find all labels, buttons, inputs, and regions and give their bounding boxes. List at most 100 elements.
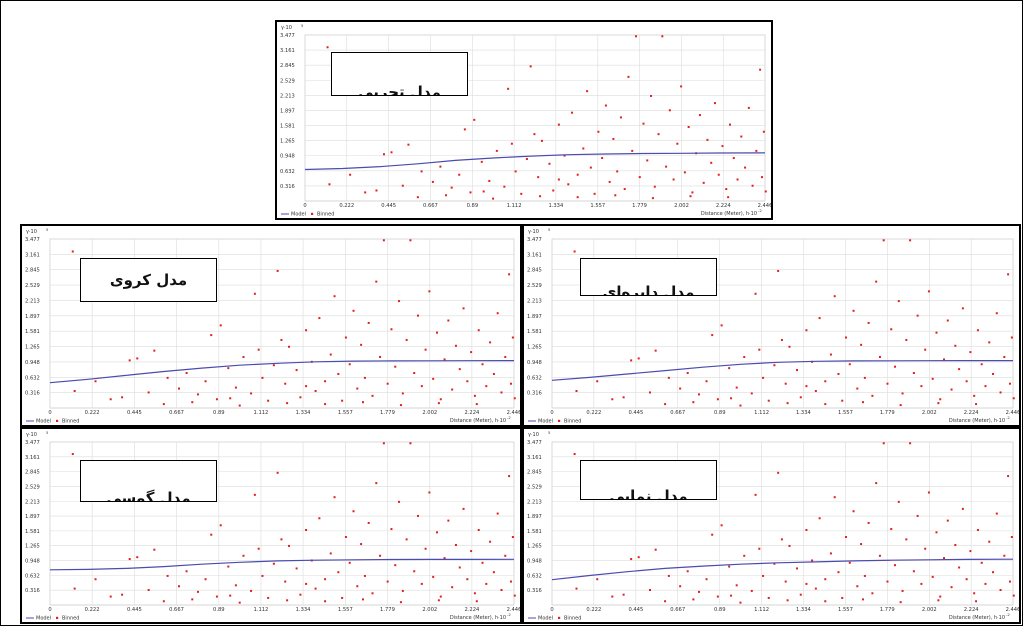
data-point (428, 491, 431, 494)
data-point (604, 104, 607, 107)
y-tick-label: 0.948 (527, 360, 542, 366)
data-point (509, 580, 512, 583)
data-point (837, 372, 840, 375)
data-point (728, 565, 731, 568)
data-point (394, 564, 397, 567)
y-tick-label: 1.581 (25, 329, 40, 335)
data-point (586, 90, 589, 93)
data-point (520, 192, 523, 195)
data-point (470, 351, 473, 354)
x-tick-label: 0.445 (127, 607, 142, 613)
legend-label: Model (36, 616, 51, 622)
data-point (711, 334, 714, 337)
y-tick-label: 3.477 (527, 440, 542, 446)
data-point (439, 595, 442, 598)
y-tick-label: 3.161 (527, 252, 542, 258)
data-point (399, 601, 402, 604)
data-point (73, 587, 76, 590)
x-tick-label: 1.779 (880, 410, 895, 416)
data-point (937, 599, 940, 602)
x-tick-label: 2.002 (674, 203, 689, 209)
data-point (1010, 536, 1013, 539)
data-point (435, 331, 438, 334)
data-point (630, 359, 633, 362)
data-point (758, 348, 761, 351)
data-point (447, 519, 450, 522)
data-point (912, 372, 915, 375)
data-point (432, 377, 435, 380)
data-point (305, 582, 308, 585)
data-point (409, 239, 412, 242)
x-tick-label: 0 (48, 410, 51, 416)
title-box-gaussian: مدل گوسی (80, 460, 217, 502)
data-point (356, 585, 359, 588)
data-point (796, 567, 799, 570)
data-point (229, 397, 232, 400)
data-point (711, 533, 714, 536)
data-point (166, 574, 169, 577)
data-point (508, 475, 511, 478)
data-point (437, 402, 440, 405)
legend-label: Binned (62, 616, 79, 622)
data-point (935, 331, 938, 334)
data-point (814, 389, 817, 392)
data-point (128, 558, 131, 561)
data-point (988, 540, 991, 543)
x-tick-label: 0 (48, 607, 51, 613)
x-tick-label: 2.002 (422, 410, 437, 416)
data-point (196, 590, 199, 593)
data-point (413, 372, 416, 375)
data-point (227, 565, 230, 568)
data-point (363, 376, 366, 379)
x-tick-label: 0.222 (339, 203, 354, 209)
data-point (909, 239, 912, 242)
data-point (458, 566, 461, 569)
x-axis-label-exponent: -2 (507, 612, 511, 617)
data-point (407, 143, 410, 146)
x-tick-label: 1.112 (254, 410, 269, 416)
data-point (509, 382, 512, 385)
data-point (371, 592, 374, 595)
data-point (210, 334, 213, 337)
data-point (147, 391, 150, 394)
data-point (845, 536, 848, 539)
chart-title: مدل تجربی (358, 83, 441, 95)
data-point (280, 538, 283, 541)
y-tick-label: 0.316 (527, 391, 542, 397)
data-point (905, 338, 908, 341)
data-point (253, 493, 256, 496)
data-point (480, 160, 483, 163)
data-point (954, 344, 957, 347)
x-tick-label: 2.224 (464, 410, 480, 416)
data-point (665, 165, 668, 168)
data-point (593, 192, 596, 195)
data-point (540, 139, 543, 142)
model-curve (551, 558, 1014, 581)
data-point (482, 190, 485, 193)
data-point (162, 600, 165, 603)
data-point (582, 147, 585, 150)
data-point (363, 574, 366, 577)
data-point (871, 592, 874, 595)
x-tick-label: 0.222 (586, 410, 601, 416)
data-point (443, 557, 446, 560)
data-point (242, 554, 245, 557)
x-tick-label: 0.667 (423, 203, 438, 209)
data-point (762, 130, 765, 133)
data-point (875, 280, 878, 283)
data-point (676, 142, 679, 145)
data-point (897, 500, 900, 503)
data-point (563, 154, 566, 157)
data-point (909, 442, 912, 445)
data-point (657, 133, 660, 136)
data-point (382, 239, 385, 242)
data-point (920, 582, 923, 585)
data-point (552, 189, 555, 192)
data-point (489, 341, 492, 344)
data-point (984, 385, 987, 388)
data-point (488, 179, 491, 182)
y-tick-label: 3.477 (280, 33, 295, 39)
data-point (721, 145, 724, 148)
y-axis-label: γ·10 (26, 432, 37, 438)
data-point (916, 314, 919, 317)
